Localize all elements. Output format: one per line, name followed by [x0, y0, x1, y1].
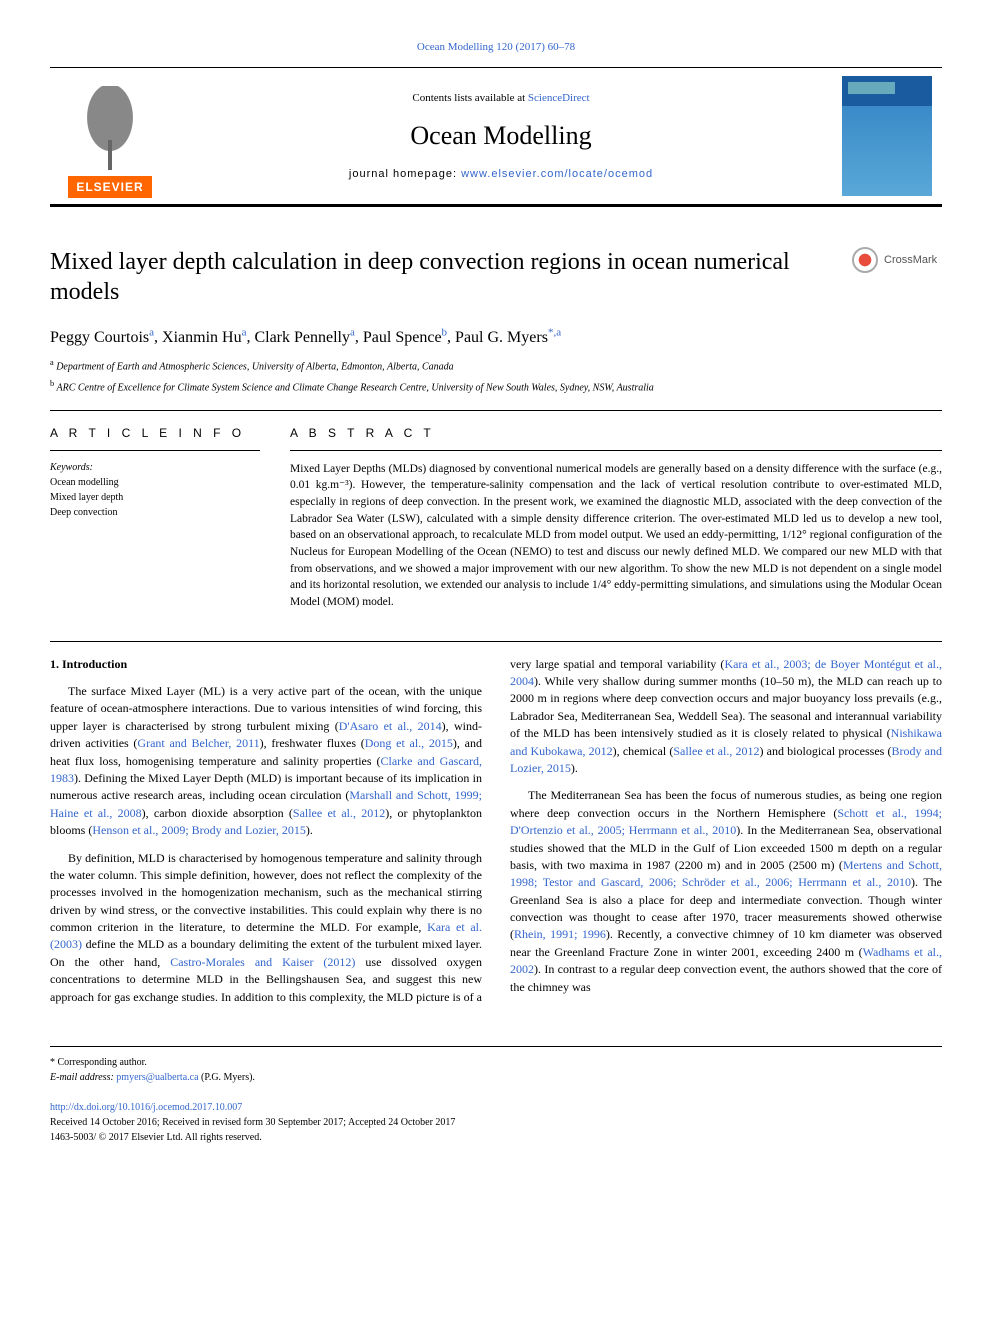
citation-link[interactable]: Dong et al., 2015: [365, 736, 453, 750]
rule: [50, 410, 942, 411]
affiliation-a: a Department of Earth and Atmospheric Sc…: [50, 357, 942, 374]
body-two-column: 1. Introduction The surface Mixed Layer …: [50, 656, 942, 1006]
citation-link[interactable]: D'Asaro et al., 2014: [339, 719, 442, 733]
affil-link[interactable]: a: [350, 326, 355, 338]
author: Paul G. Myers*,a: [455, 329, 561, 346]
contents-prefix: Contents lists available at: [412, 92, 527, 104]
section-heading: 1. Introduction: [50, 656, 482, 673]
body-paragraph: The surface Mixed Layer (ML) is a very a…: [50, 683, 482, 840]
masthead-center: Contents lists available at ScienceDirec…: [170, 68, 832, 204]
homepage-link[interactable]: www.elsevier.com/locate/ocemod: [461, 168, 653, 180]
affil-link[interactable]: a: [149, 326, 154, 338]
rule: [50, 641, 942, 642]
affil-link[interactable]: a: [242, 326, 247, 338]
citation-link[interactable]: Rhein, 1991; 1996: [514, 927, 606, 941]
author: Peggy Courtoisa: [50, 329, 154, 346]
affiliation-b: b ARC Centre of Excellence for Climate S…: [50, 378, 942, 395]
keyword: Mixed layer depth: [50, 490, 260, 505]
publisher-label: ELSEVIER: [68, 176, 151, 199]
doi-link[interactable]: http://dx.doi.org/10.1016/j.ocemod.2017.…: [50, 1102, 242, 1113]
running-citation: Ocean Modelling 120 (2017) 60–78: [50, 40, 942, 55]
crossmark-label: CrossMark: [884, 253, 937, 268]
cover-thumb-wrap: [832, 68, 942, 204]
citation-link[interactable]: Grant and Belcher, 2011: [137, 736, 259, 750]
homepage-prefix: journal homepage:: [349, 168, 461, 180]
contents-line: Contents lists available at ScienceDirec…: [170, 91, 832, 106]
crossmark-icon: [852, 247, 878, 273]
email-link[interactable]: pmyers@ualberta.ca: [116, 1072, 198, 1083]
keywords-label: Keywords:: [50, 461, 260, 475]
keyword: Deep convection: [50, 505, 260, 520]
abstract-block: A B S T R A C T Mixed Layer Depths (MLDs…: [290, 425, 942, 611]
citation-link[interactable]: Henson et al., 2009; Brody and Lozier, 2…: [92, 823, 305, 837]
affil-link[interactable]: *,a: [548, 326, 561, 338]
author: Clark Pennellya: [254, 329, 354, 346]
body-paragraph: The Mediterranean Sea has been the focus…: [510, 787, 942, 996]
publisher-block: ELSEVIER: [50, 68, 170, 204]
masthead: ELSEVIER Contents lists available at Sci…: [50, 67, 942, 207]
footer: * Corresponding author. E-mail address: …: [50, 1046, 942, 1145]
citation-link[interactable]: Sallee et al., 2012: [673, 744, 759, 758]
keywords-list: Ocean modelling Mixed layer depth Deep c…: [50, 475, 260, 520]
abstract-heading: A B S T R A C T: [290, 425, 942, 442]
keyword: Ocean modelling: [50, 475, 260, 490]
journal-name: Ocean Modelling: [170, 118, 832, 154]
corresponding-note: * Corresponding author.: [50, 1055, 942, 1070]
article-history: Received 14 October 2016; Received in re…: [50, 1115, 942, 1130]
crossmark-widget[interactable]: CrossMark: [852, 247, 942, 273]
article-info-heading: A R T I C L E I N F O: [50, 425, 260, 442]
citation-link[interactable]: Castro-Morales and Kaiser (2012): [170, 955, 355, 969]
sciencedirect-link[interactable]: ScienceDirect: [528, 92, 590, 104]
citation-link[interactable]: Sallee et al., 2012: [293, 806, 385, 820]
journal-cover-thumb: [842, 76, 932, 196]
copyright-line: 1463-5003/ © 2017 Elsevier Ltd. All righ…: [50, 1130, 942, 1145]
authors-line: Peggy Courtoisa, Xianmin Hua, Clark Penn…: [50, 325, 942, 349]
article-info-block: A R T I C L E I N F O Keywords: Ocean mo…: [50, 425, 260, 611]
email-line: E-mail address: pmyers@ualberta.ca (P.G.…: [50, 1070, 942, 1085]
author: Paul Spenceb: [363, 329, 447, 346]
abstract-text: Mixed Layer Depths (MLDs) diagnosed by c…: [290, 461, 942, 611]
homepage-line: journal homepage: www.elsevier.com/locat…: [170, 167, 832, 182]
article-title: Mixed layer depth calculation in deep co…: [50, 247, 832, 307]
author: Xianmin Hua: [162, 329, 246, 346]
affil-link[interactable]: b: [442, 326, 448, 338]
elsevier-tree-icon: [70, 86, 150, 176]
